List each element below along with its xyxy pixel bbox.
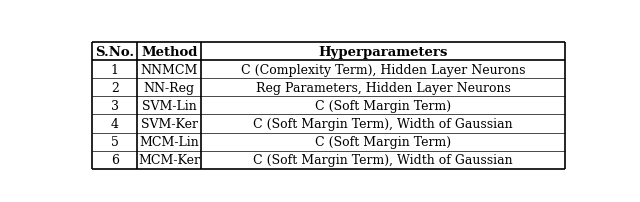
Text: 1: 1 xyxy=(111,63,119,76)
Text: NN-Reg: NN-Reg xyxy=(143,81,195,94)
Text: C (Complexity Term), Hidden Layer Neurons: C (Complexity Term), Hidden Layer Neuron… xyxy=(241,63,525,76)
Text: SVM-Lin: SVM-Lin xyxy=(142,99,196,112)
Text: C (Soft Margin Term): C (Soft Margin Term) xyxy=(315,99,451,112)
Text: 4: 4 xyxy=(111,117,119,130)
Text: C (Soft Margin Term), Width of Gaussian: C (Soft Margin Term), Width of Gaussian xyxy=(253,117,513,130)
Text: MCM-Lin: MCM-Lin xyxy=(140,135,199,148)
Text: C (Soft Margin Term): C (Soft Margin Term) xyxy=(315,135,451,148)
Text: SVM-Ker: SVM-Ker xyxy=(141,117,198,130)
Text: S.No.: S.No. xyxy=(95,45,134,58)
Text: Method: Method xyxy=(141,45,197,58)
Text: 5: 5 xyxy=(111,135,119,148)
Text: 6: 6 xyxy=(111,154,119,166)
Text: Hyperparameters: Hyperparameters xyxy=(319,45,448,58)
Text: MCM-Ker: MCM-Ker xyxy=(138,154,200,166)
Text: 2: 2 xyxy=(111,81,119,94)
Text: C (Soft Margin Term), Width of Gaussian: C (Soft Margin Term), Width of Gaussian xyxy=(253,154,513,166)
Text: Reg Parameters, Hidden Layer Neurons: Reg Parameters, Hidden Layer Neurons xyxy=(255,81,511,94)
Text: 3: 3 xyxy=(111,99,119,112)
Text: NNMCM: NNMCM xyxy=(141,63,198,76)
